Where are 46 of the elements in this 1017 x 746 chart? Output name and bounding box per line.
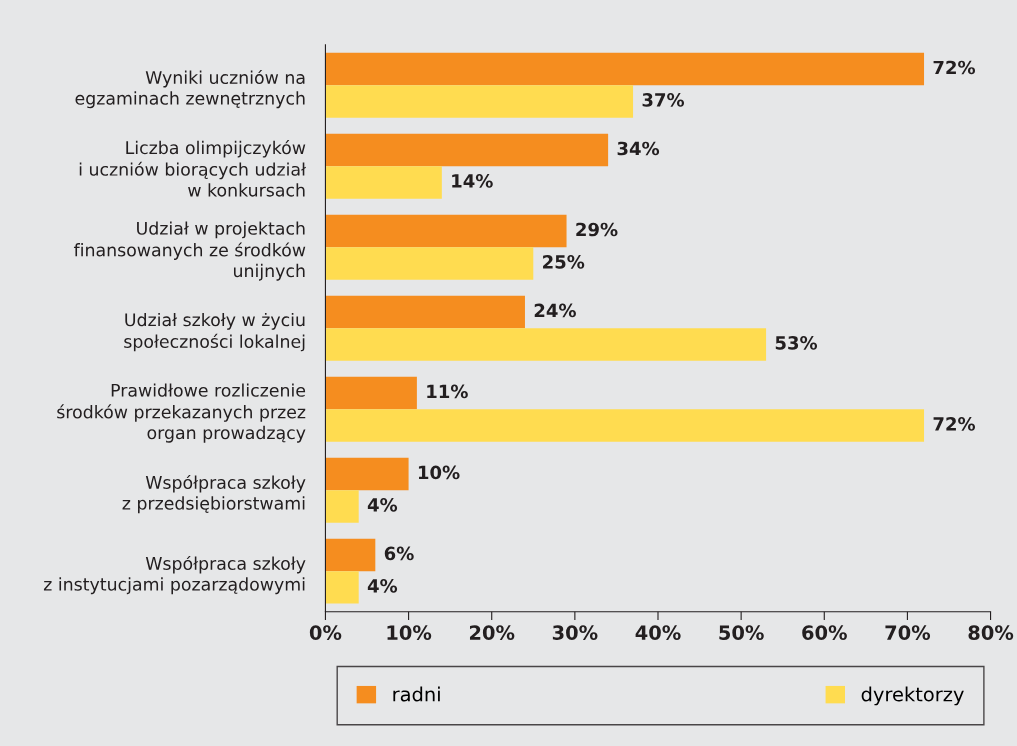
data-label: 34% xyxy=(617,141,660,156)
data-label: 4% xyxy=(367,498,398,512)
data-label: 10% xyxy=(418,465,460,480)
data-label: 6% xyxy=(384,546,414,561)
y-tick-label: Współpraca szkoły z przedsiębiorstwami xyxy=(122,474,306,514)
data-label: 53% xyxy=(775,336,818,350)
data-label: 37% xyxy=(642,93,685,107)
bar xyxy=(325,247,534,280)
x-tick-label: 10% xyxy=(387,625,432,640)
x-tick-label: 40% xyxy=(635,625,681,640)
data-label: 72% xyxy=(933,417,976,431)
y-tick-label: Udział szkoły w życiu społeczności lokalnej xyxy=(124,312,305,352)
data-label: 14% xyxy=(452,174,493,188)
x-tick-label: 60% xyxy=(802,625,847,640)
bar xyxy=(325,376,417,410)
data-label: 25% xyxy=(543,255,585,269)
data-label: 72% xyxy=(933,60,976,75)
y-tick-label: Współpraca szkoły z instytucjami pozarządowymi xyxy=(43,555,306,595)
bar xyxy=(325,52,925,86)
bar xyxy=(325,133,609,167)
data-label: 24% xyxy=(534,303,576,318)
data-label: 29% xyxy=(576,222,618,237)
legend-label: radni xyxy=(393,686,440,702)
bar xyxy=(325,214,567,248)
y-tick-label: Udział w projektach finansowanych ze środków unijnych xyxy=(73,221,306,281)
bar xyxy=(325,490,359,523)
bar xyxy=(325,571,359,604)
y-tick-label: Wyniki uczniów na egzaminach zewnętrznych xyxy=(75,69,305,109)
y-tick-label: Liczba olimpijczyków i uczniów biorących udział w konkursach xyxy=(79,140,307,197)
legend-label: dyrektorzy xyxy=(861,686,964,706)
x-tick-label: 80% xyxy=(968,625,1014,640)
bar xyxy=(325,328,767,361)
x-tick-label: 50% xyxy=(719,625,764,640)
bar xyxy=(325,85,634,118)
bar xyxy=(325,538,376,572)
data-label: 11% xyxy=(427,384,468,399)
bar xyxy=(325,166,442,199)
bar xyxy=(325,409,925,442)
x-tick-label: 0% xyxy=(309,625,342,640)
data-label: 4% xyxy=(367,579,398,593)
y-tick-label: Prawidłowe rozliczenie środków przekazanych przez organ prowadzący xyxy=(57,383,306,443)
bar xyxy=(325,457,409,491)
x-tick-label: 20% xyxy=(469,625,515,640)
bar xyxy=(325,295,525,329)
x-tick-label: 70% xyxy=(885,625,931,640)
x-tick-label: 30% xyxy=(552,625,598,640)
